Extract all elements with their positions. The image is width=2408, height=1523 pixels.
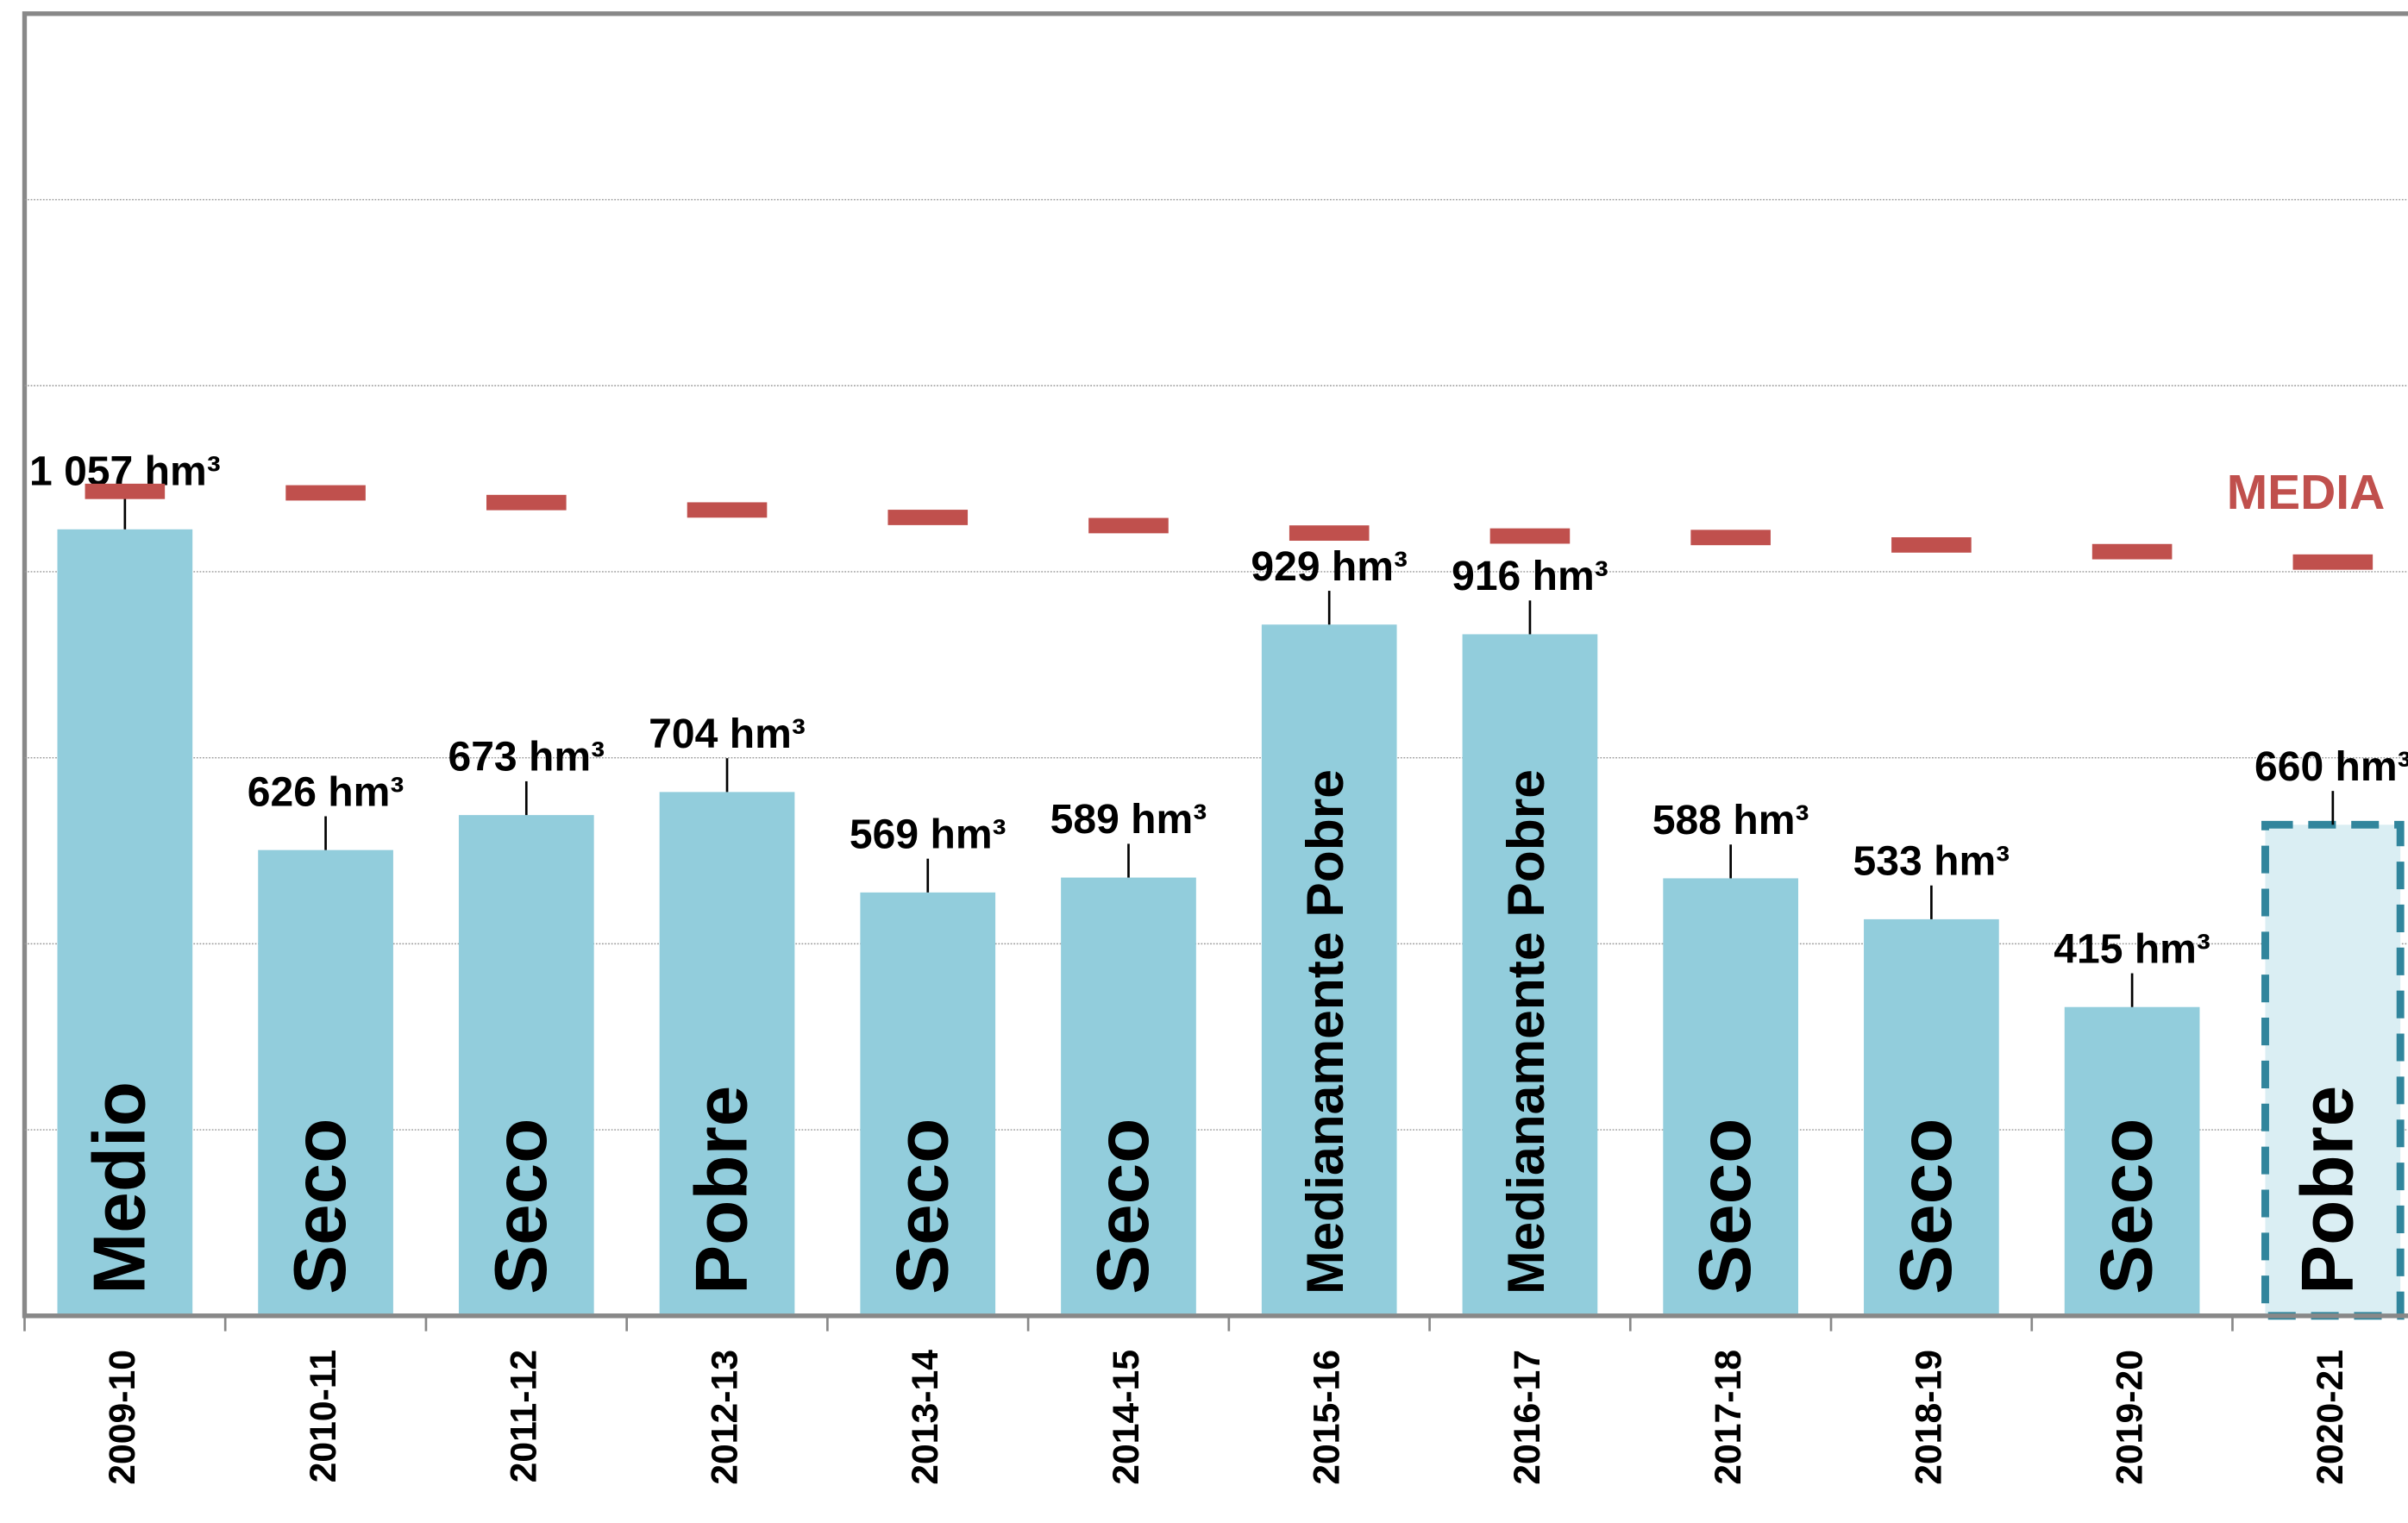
value-label: 626 hm³ <box>248 768 404 815</box>
x-tick-label: 2010-11 <box>303 1350 344 1482</box>
bar <box>458 815 594 1316</box>
media-dash <box>285 485 366 501</box>
bar <box>258 849 393 1316</box>
bar-class-label: Seco <box>2086 1119 2168 1294</box>
x-tick-label: 2018-19 <box>1909 1350 1950 1485</box>
value-label: 673 hm³ <box>448 734 605 780</box>
media-dash <box>1088 517 1169 534</box>
media-dash <box>1891 537 1972 553</box>
media-dash <box>2292 554 2374 570</box>
media-dash <box>85 483 166 499</box>
bar-class-label: Seco <box>279 1119 361 1294</box>
media-dash <box>887 510 969 525</box>
bar <box>659 792 795 1316</box>
bar-class-label: Seco <box>881 1119 963 1294</box>
media-dash <box>1289 525 1370 542</box>
bar-class-label: Seco <box>1684 1119 1766 1294</box>
x-tick-label: 2020-21 <box>2310 1350 2351 1485</box>
bar-class-label: Seco <box>1885 1119 1967 1294</box>
x-tick-label: 2015-16 <box>1306 1350 1347 1485</box>
media-dash <box>1489 528 1571 544</box>
bar <box>860 892 996 1316</box>
value-label: 415 hm³ <box>2054 925 2210 972</box>
bar <box>1864 918 1999 1316</box>
bar-class-label: Medianamente Pobre <box>1496 769 1555 1294</box>
media-dash <box>1690 530 1771 546</box>
x-tick-label: 2012-13 <box>704 1350 745 1485</box>
bar <box>2064 1006 2200 1316</box>
x-tick-label: 2011-12 <box>504 1350 545 1482</box>
bar-class-label: Seco <box>1082 1119 1164 1294</box>
bar <box>57 529 193 1316</box>
value-label: 589 hm³ <box>1050 796 1207 843</box>
x-tick-label: 2013-14 <box>905 1350 946 1485</box>
bar <box>1061 877 1196 1316</box>
x-tick-label: 2019-20 <box>2109 1350 2150 1485</box>
bar-class-label: Medio <box>78 1081 160 1294</box>
value-label: 533 hm³ <box>1853 838 2010 885</box>
value-label: 916 hm³ <box>1452 553 1608 599</box>
value-label: 569 hm³ <box>850 811 1006 857</box>
x-tick-label: 2014-15 <box>1106 1350 1147 1485</box>
media-dash <box>486 494 567 511</box>
media-dash <box>687 502 768 518</box>
x-tick-label: 2016-17 <box>1507 1350 1548 1485</box>
bar-class-label: Seco <box>480 1119 562 1294</box>
bar <box>1462 634 1598 1316</box>
bar <box>1663 878 1799 1316</box>
media-dash <box>2091 543 2173 560</box>
bar <box>1261 624 1397 1316</box>
value-label: 588 hm³ <box>1652 797 1809 843</box>
legend-media: MEDIA <box>2227 465 2386 520</box>
value-label: 660 hm³ <box>2254 743 2408 790</box>
value-label: 929 hm³ <box>1251 543 1408 590</box>
x-tick-label: 2017-18 <box>1708 1350 1749 1485</box>
x-tick-label: 2009-10 <box>102 1350 143 1485</box>
bar-class-label: Medianamente Pobre <box>1295 769 1354 1294</box>
value-label: 704 hm³ <box>649 711 806 757</box>
bar-class-label: Pobre <box>681 1086 763 1294</box>
bar-class-label: Pobre <box>2286 1086 2368 1294</box>
bar <box>2261 820 2405 1320</box>
